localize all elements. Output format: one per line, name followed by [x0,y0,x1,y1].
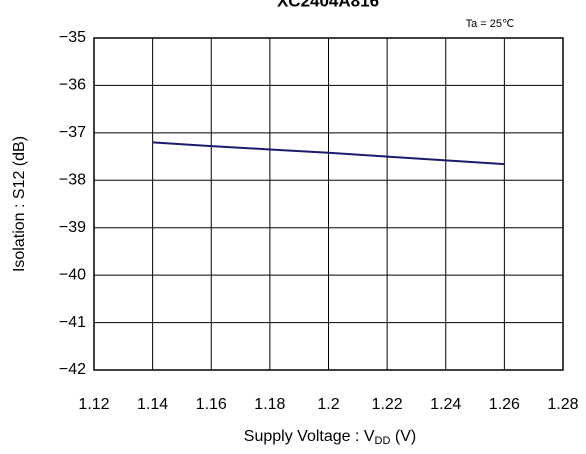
x-tick-label: 1.28 [547,396,578,413]
x-tick-label: 1.2 [317,396,339,413]
y-tick-label: −35 [59,29,86,46]
chart-title: XC2404A816 [277,0,379,10]
x-axis-label: Supply Voltage : VDD (V) [244,428,416,447]
x-label-unit: (V) [390,428,416,445]
y-tick-label: −37 [59,124,86,141]
x-tick-label: 1.24 [430,396,461,413]
x-tick-label: 1.12 [78,396,109,413]
y-axis-label: Isolation : S12 (dB) [11,136,28,272]
x-tick-label: 1.18 [254,396,285,413]
y-tick-label: −39 [59,219,86,236]
y-tick-label: −41 [59,314,86,331]
y-tick-label: −36 [59,77,86,94]
y-tick-label: −42 [59,361,86,378]
y-tick-label: −38 [59,172,86,189]
x-tick-label: 1.14 [137,396,168,413]
y-tick-label: −40 [59,266,86,283]
x-label-sub: DD [375,435,391,447]
x-tick-label: 1.22 [372,396,403,413]
x-label-main: Supply Voltage : V [244,428,375,445]
data-line [152,141,505,166]
x-tick-label: 1.16 [196,396,227,413]
x-tick-label: 1.26 [489,396,520,413]
annotation: Ta = 25℃ [466,18,515,30]
